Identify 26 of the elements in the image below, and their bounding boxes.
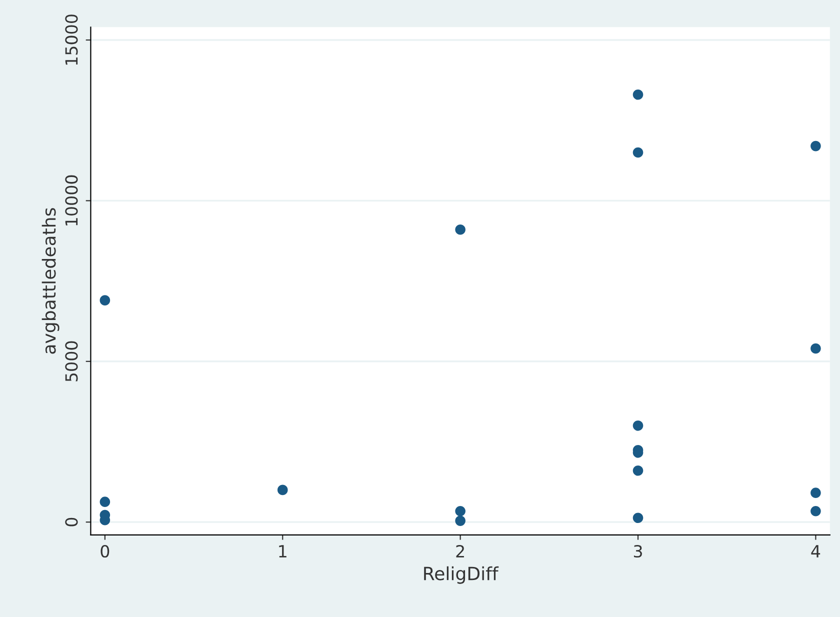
point bbox=[810, 343, 821, 354]
point bbox=[100, 496, 110, 507]
x-axis-title: ReligDiff bbox=[424, 566, 499, 584]
point bbox=[810, 488, 821, 498]
point bbox=[810, 140, 821, 152]
point bbox=[632, 89, 644, 100]
point bbox=[455, 506, 466, 516]
y-axis-title: avgbattledeaths bbox=[42, 208, 60, 354]
point bbox=[632, 420, 644, 431]
point bbox=[455, 516, 466, 526]
y-tick-label: 5000 bbox=[65, 341, 78, 382]
point bbox=[455, 224, 466, 235]
x-tick-label: 3 bbox=[634, 544, 642, 558]
x-tick-label: 1 bbox=[279, 545, 286, 558]
point bbox=[810, 506, 821, 516]
y-tick-label: 15000 bbox=[65, 14, 78, 65]
point bbox=[632, 466, 644, 476]
point bbox=[632, 147, 644, 158]
x-tick-label: 0 bbox=[100, 544, 110, 558]
point bbox=[277, 484, 288, 496]
y-tick-label: 0 bbox=[65, 518, 78, 526]
y-tick-label: 10000 bbox=[65, 175, 78, 226]
point bbox=[100, 295, 110, 306]
x-tick-label: 4 bbox=[811, 545, 820, 558]
point bbox=[632, 512, 644, 524]
x-tick-label: 2 bbox=[456, 544, 464, 558]
